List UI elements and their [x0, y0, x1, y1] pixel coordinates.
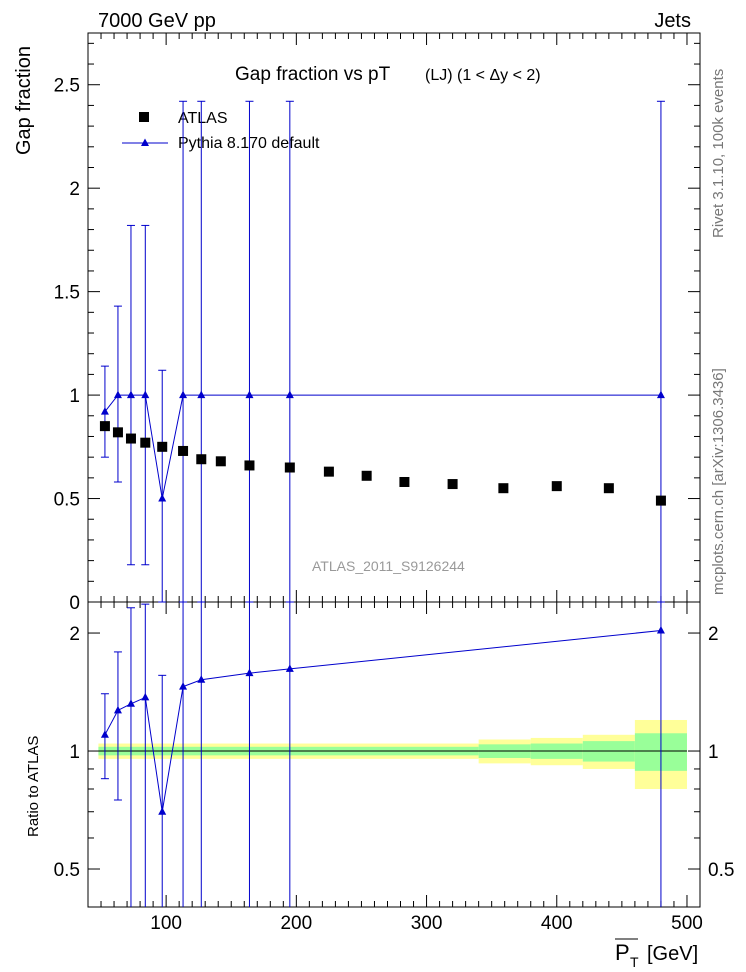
- rivet-label: Rivet 3.1.10, 100k events: [710, 69, 727, 238]
- main-ytick-label: 1.5: [54, 283, 80, 304]
- ratio-point: [141, 692, 150, 701]
- mc-point: [245, 390, 254, 399]
- xtick-label: 300: [411, 913, 443, 934]
- atlas-point: [215, 456, 226, 467]
- atlas-point: [140, 437, 151, 448]
- category-label: Jets: [654, 10, 691, 32]
- main-ytick-label: 1: [69, 386, 80, 407]
- mcplots-label: mcplots.cern.ch [arXiv:1306.3436]: [710, 368, 727, 595]
- atlas-point: [244, 460, 255, 471]
- analysis-watermark: ATLAS_2011_S9126244: [312, 558, 465, 574]
- atlas-point: [498, 483, 509, 494]
- ratio-ylabel: Ratio to ATLAS: [25, 736, 42, 837]
- atlas-point: [399, 476, 410, 487]
- data-marks: [99, 100, 666, 907]
- axis-ticks: [88, 33, 700, 908]
- atlas-point: [99, 421, 110, 432]
- ratio-ytick-label-left: 1: [69, 742, 80, 763]
- ratio-point: [197, 675, 206, 683]
- ratio-line: [104, 630, 661, 812]
- mc-point: [158, 494, 167, 502]
- ratio-ytick-label-right: 2: [708, 624, 719, 645]
- legend-atlas-marker: [139, 112, 149, 122]
- ratio-ytick-label-right: 1: [708, 742, 719, 763]
- uncertainty-bands: [98, 719, 687, 790]
- ratio-point: [285, 664, 294, 672]
- main-ytick-label: 2: [69, 179, 80, 200]
- mc-point: [197, 390, 206, 399]
- mc-point: [141, 390, 150, 399]
- legend-atlas-label: ATLAS: [178, 110, 228, 127]
- atlas-point: [125, 433, 136, 444]
- ratio-point: [113, 705, 122, 714]
- mc-point: [656, 390, 665, 399]
- xtick-label: 100: [150, 913, 182, 934]
- plot-subtitle: (LJ) (1 < Δy < 2): [425, 67, 541, 84]
- mc-point: [126, 390, 135, 399]
- mc-point: [113, 390, 122, 399]
- ratio-ytick-label-right: 0.5: [708, 860, 734, 881]
- atlas-point: [178, 445, 189, 456]
- atlas-point: [655, 495, 666, 506]
- legend-pythia-marker: [141, 138, 149, 146]
- main-ytick-label: 0: [69, 593, 80, 614]
- ratio-point: [245, 668, 254, 677]
- x-axis-label-sub: T: [630, 954, 639, 970]
- ratio-point: [100, 730, 109, 738]
- atlas-point: [447, 479, 458, 490]
- mc-point: [100, 407, 109, 415]
- atlas-point: [112, 427, 123, 438]
- tick-labels: 0 0.5 1 1.5 2 2.5 0.5 0.5 1 1 2 2 100 200 300 400 500: [54, 76, 735, 934]
- main-ytick-label: 2.5: [54, 76, 80, 97]
- beam-label: 7000 GeV pp: [98, 10, 216, 32]
- ratio-point: [158, 807, 167, 815]
- main-ylabel: Gap fraction: [13, 46, 35, 155]
- atlas-point: [551, 481, 562, 492]
- main-ytick-label: 0.5: [54, 490, 80, 511]
- xtick-label: 400: [541, 913, 573, 934]
- atlas-point: [361, 470, 372, 481]
- ratio-ytick-label-left: 2: [69, 624, 80, 645]
- atlas-point: [603, 483, 614, 494]
- atlas-point: [323, 466, 334, 477]
- ratio-point: [179, 682, 188, 690]
- atlas-point: [284, 462, 295, 473]
- x-axis-label-base: P: [615, 940, 630, 965]
- ratio-plot-frame: [87, 601, 701, 908]
- x-axis-label-unit: [GeV]: [647, 943, 698, 965]
- xtick-label: 200: [280, 913, 312, 934]
- ratio-point: [126, 699, 135, 707]
- mc-point: [179, 390, 188, 399]
- x-axis-label: P T [GeV]: [615, 938, 698, 970]
- mc-line: [104, 394, 661, 499]
- atlas-point: [196, 454, 207, 465]
- ratio-ytick-label-left: 0.5: [54, 860, 80, 881]
- atlas-point: [157, 441, 168, 452]
- mc-point: [285, 390, 294, 399]
- plot-title: Gap fraction vs pT: [235, 64, 391, 85]
- ratio-point: [656, 626, 665, 634]
- xtick-label: 500: [671, 913, 703, 934]
